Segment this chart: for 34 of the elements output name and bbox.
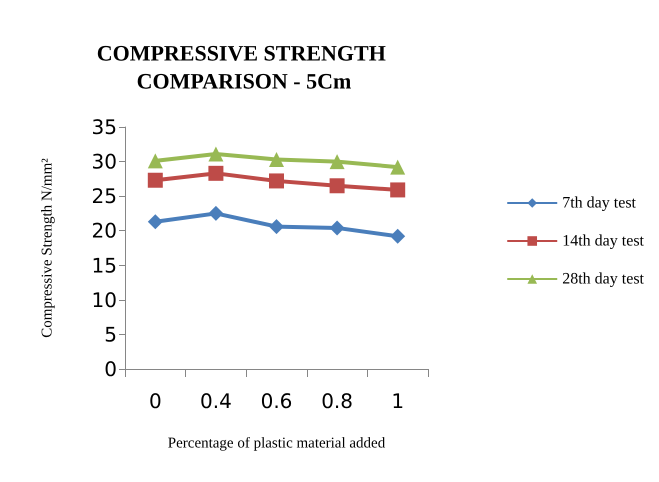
y-tick-label: 30 bbox=[92, 150, 117, 174]
point bbox=[330, 178, 345, 194]
x-tick-label: 0 bbox=[148, 389, 162, 413]
point bbox=[269, 152, 284, 167]
legend-label: 28th day test bbox=[562, 270, 645, 288]
x-tick-label: 1 bbox=[391, 389, 404, 413]
y-axis-title: Compressive Strength N/mm² bbox=[40, 158, 56, 338]
y-tick-label: 10 bbox=[92, 288, 117, 312]
point bbox=[269, 173, 284, 188]
legend-label: 14th day test bbox=[562, 232, 645, 250]
point bbox=[330, 220, 345, 236]
point bbox=[208, 146, 224, 162]
y-tick-label: 15 bbox=[92, 253, 117, 278]
point bbox=[148, 172, 163, 188]
y-tick-label: 20 bbox=[92, 218, 117, 243]
x-axis-title: Percentage of plastic material added bbox=[168, 436, 386, 452]
x-tick-label: 0.8 bbox=[321, 389, 354, 413]
point bbox=[390, 160, 406, 175]
y-tick-label: 5 bbox=[104, 322, 117, 346]
point bbox=[208, 166, 224, 181]
x-tick-label: 0.6 bbox=[260, 389, 292, 413]
legend-label: 7th day test bbox=[562, 194, 637, 212]
point bbox=[330, 154, 345, 170]
point bbox=[269, 219, 284, 234]
y-tick-label: 0 bbox=[104, 357, 117, 381]
x-tick-label: 0.4 bbox=[200, 389, 232, 413]
point bbox=[390, 228, 406, 244]
point bbox=[208, 206, 224, 221]
point bbox=[148, 153, 163, 168]
y-tick-label: 25 bbox=[92, 184, 117, 208]
chart-title: COMPRESSIVE STRENGTH COMPARISON - 5Cm bbox=[96, 40, 392, 94]
point bbox=[148, 214, 163, 230]
point bbox=[390, 182, 406, 198]
y-tick-label: 35 bbox=[92, 115, 117, 139]
